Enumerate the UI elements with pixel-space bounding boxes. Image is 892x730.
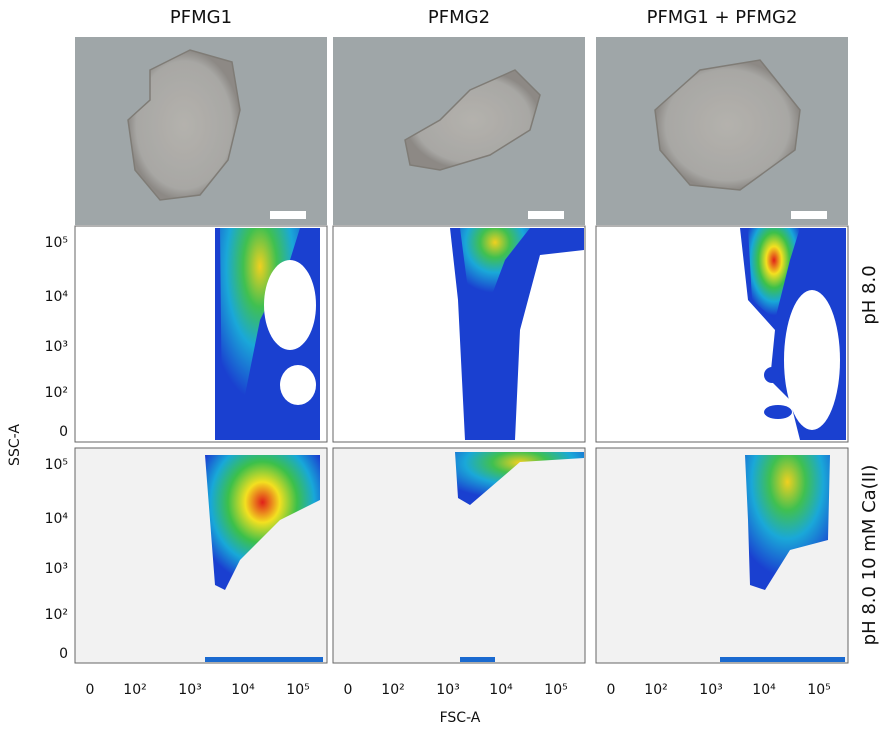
scale-bar [791,211,827,219]
y-tick-label: 10² [45,607,68,623]
x-axis-label: FSC-A [440,710,481,726]
y-tick-label: 10³ [45,561,68,577]
density-region [748,228,800,320]
y-tick-label: 10⁴ [45,289,69,305]
density-region [455,452,584,505]
density-region [460,228,530,300]
y-tick-label: 10⁵ [45,235,68,251]
x-tick-label: 10⁴ [752,682,776,698]
density-region [460,657,495,662]
density-region [264,260,316,350]
x-tick-label: 10³ [699,682,722,698]
density-region [764,367,780,383]
y-tick-label: 10³ [45,339,68,355]
scale-bar [270,211,306,219]
y-tick-label: 10⁴ [45,511,69,527]
y-axis-label: SSC-A [7,424,23,466]
density-region [205,455,320,590]
density-region [280,365,316,405]
x-tick-label: 10⁵ [544,682,567,698]
x-tick-label: 10³ [436,682,459,698]
y-tick-label: 0 [59,424,68,440]
x-tick-label: 0 [607,682,616,698]
density-region [745,455,830,590]
scale-bar [528,211,564,219]
x-tick-label: 0 [86,682,95,698]
x-tick-label: 10² [123,682,146,698]
density-region [205,657,323,662]
cell [404,69,541,171]
x-tick-label: 10² [644,682,667,698]
x-tick-label: 10⁵ [807,682,830,698]
row-label: pH 8.0 10 mM Ca(II) [859,465,880,646]
x-tick-label: 0 [344,682,353,698]
y-tick-label: 10² [45,385,68,401]
y-tick-label: 10⁵ [45,457,68,473]
density-region [784,290,840,430]
x-tick-label: 10⁴ [231,682,255,698]
x-tick-label: 10² [381,682,404,698]
column-title: PFMG1 + PFMG2 [647,7,798,28]
column-title: PFMG1 [170,7,232,28]
y-tick-label: 0 [59,646,68,662]
column-title: PFMG2 [428,7,490,28]
cell [127,49,241,201]
density-region [720,657,845,662]
x-tick-label: 10³ [178,682,201,698]
x-tick-label: 10⁴ [489,682,513,698]
cell [654,59,801,191]
row-label: pH 8.0 [859,265,880,324]
density-region [764,405,792,419]
x-tick-label: 10⁵ [286,682,309,698]
